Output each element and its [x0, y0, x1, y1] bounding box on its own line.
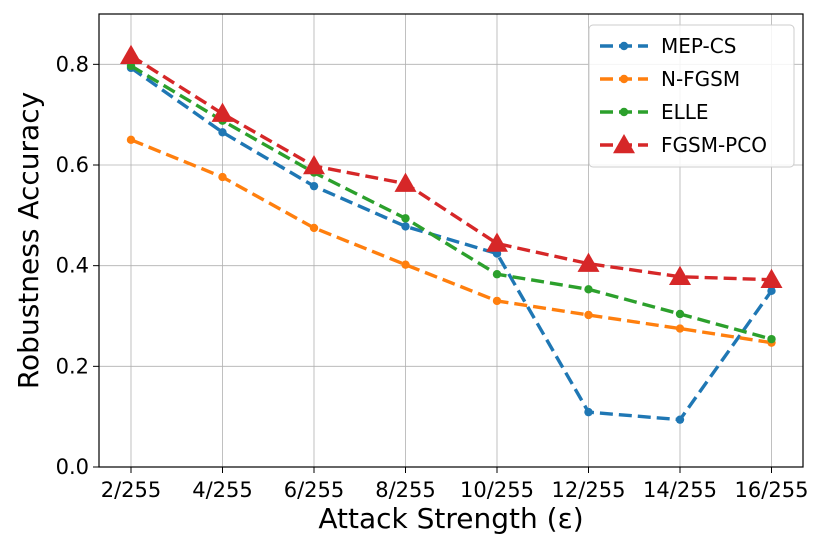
- data-point: [669, 265, 691, 285]
- data-point: [577, 252, 600, 272]
- legend-marker: [619, 107, 629, 117]
- data-point: [218, 172, 227, 182]
- x-tick-label: 12/255: [552, 478, 626, 502]
- legend-label: FGSM-PCO: [661, 133, 767, 157]
- x-axis-label: Attack Strength (ε): [318, 502, 583, 535]
- data-point: [303, 155, 325, 175]
- y-tick-label: 0.2: [56, 354, 89, 378]
- data-point: [675, 415, 685, 424]
- axis-ticks: 2/255 4/255 6/255 8/255 10/255 12/255 14/255 16…: [56, 52, 809, 502]
- series-line: [130, 54, 772, 282]
- y-tick-label: 0.0: [56, 455, 89, 479]
- x-tick-label: 10/255: [460, 478, 534, 502]
- data-point: [767, 286, 776, 296]
- data-point: [309, 181, 319, 191]
- series-fgsm-pco: [120, 44, 783, 289]
- data-point: [486, 232, 508, 252]
- data-point: [675, 324, 685, 333]
- data-point: [309, 223, 319, 233]
- legend: MEP-CS N-FGSM ELLE FGSM-PCO: [588, 24, 795, 168]
- data-point: [120, 44, 142, 65]
- legend-entry: N-FGSM: [600, 67, 740, 91]
- x-tick-label: 14/255: [643, 478, 717, 502]
- data-point: [675, 309, 685, 319]
- legend-label: ELLE: [661, 100, 709, 124]
- series-line: [130, 138, 772, 345]
- legend-entry: MEP-CS: [600, 34, 736, 58]
- data-point: [760, 268, 783, 289]
- data-point: [767, 334, 776, 344]
- data-point: [218, 128, 227, 137]
- series-line: [130, 66, 773, 422]
- data-point: [126, 135, 136, 145]
- data-point: [584, 285, 593, 294]
- data-point: [401, 260, 410, 269]
- data-point: [211, 102, 234, 122]
- data-point: [401, 222, 410, 231]
- x-tick-label: 16/255: [735, 478, 809, 502]
- legend-entry: FGSM-PCO: [600, 133, 767, 157]
- y-axis-label: Robustness Accuracy: [12, 92, 45, 389]
- x-tick-label: 4/255: [192, 478, 253, 502]
- legend-marker: [613, 134, 635, 154]
- data-point: [584, 407, 593, 417]
- data-point: [584, 310, 593, 320]
- x-tick-label: 6/255: [284, 478, 345, 502]
- data-point: [394, 172, 417, 192]
- y-tick-label: 0.8: [56, 52, 89, 76]
- data-point: [492, 296, 502, 306]
- series-group: [120, 44, 783, 424]
- data-point: [401, 214, 410, 223]
- series-line: [130, 64, 772, 341]
- legend-marker: [619, 74, 629, 84]
- legend-label: MEP-CS: [661, 34, 736, 58]
- legend-marker: [619, 41, 629, 51]
- legend-label: N-FGSM: [661, 67, 740, 91]
- x-tick-label: 8/255: [375, 478, 436, 502]
- y-tick-label: 0.4: [56, 254, 89, 278]
- series-n-fgsm: [126, 135, 776, 347]
- data-point: [492, 270, 502, 279]
- plot-frame: [98, 13, 804, 468]
- legend-entry: ELLE: [600, 100, 709, 124]
- x-tick-label: 2/255: [101, 478, 162, 502]
- y-tick-label: 0.6: [56, 153, 89, 177]
- legend-box: [588, 24, 795, 168]
